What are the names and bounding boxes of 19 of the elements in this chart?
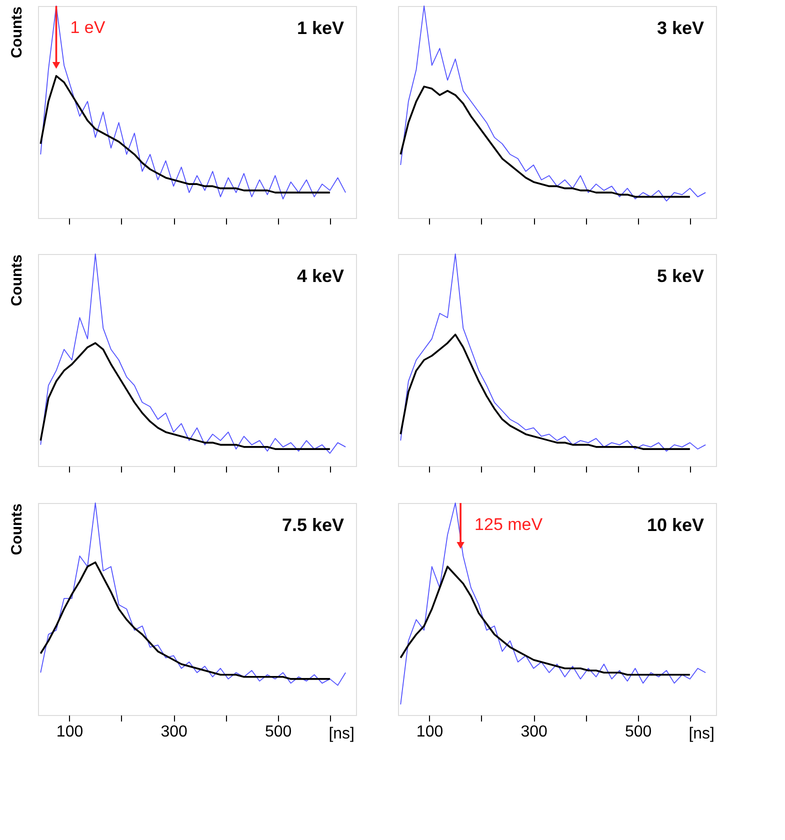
text: 3 keV — [656, 18, 704, 38]
x-tick-label: 500 — [624, 724, 652, 740]
text: 10 keV — [646, 515, 704, 535]
x-axis-title: [ns] — [688, 726, 714, 742]
annotation: 125 meV — [474, 515, 544, 534]
text: 5 keV — [656, 266, 704, 286]
text: 7.5 keV — [282, 515, 344, 535]
text: 4 keV — [296, 266, 344, 286]
x-tick-label: 100 — [416, 724, 444, 740]
y-axis-title: Counts — [8, 6, 26, 58]
x-tick-label: 300 — [520, 724, 548, 740]
annotation: 1 eV — [70, 18, 106, 37]
x-tick-label: 300 — [160, 724, 188, 740]
x-axis-title: [ns] — [328, 726, 354, 742]
y-axis-title: Counts — [8, 504, 26, 556]
y-axis-title: Counts — [8, 254, 26, 306]
x-tick-label: 500 — [264, 724, 292, 740]
x-tick-label: 100 — [56, 724, 84, 740]
text: 1 keV — [296, 18, 344, 38]
